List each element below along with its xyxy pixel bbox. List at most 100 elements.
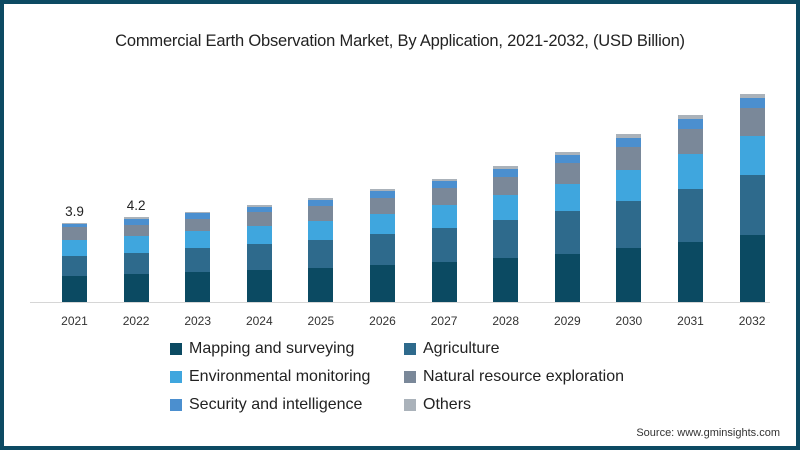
legend-label: Natural resource exploration [423,368,624,385]
bar-segment-natural-resource-exploration [739,108,765,137]
data-label-2021: 3.9 [65,204,84,220]
bar-segment-others [123,217,149,220]
x-tick-label: 2028 [492,314,520,328]
bar-segment-others [616,134,642,139]
bar-segment-agriculture [185,248,211,272]
bar-segment-security-and-intelligence [246,207,272,213]
bar-2022 [123,217,149,302]
legend-swatch-icon [170,399,182,411]
legend-label: Environmental monitoring [189,368,371,385]
bar-segment-mapping-and-surveying [554,253,580,302]
legend-swatch-icon [170,343,182,355]
bar-2031 [678,115,703,302]
bar-segment-mapping-and-surveying [370,264,395,302]
source-note: Source: www.gminsights.com [636,427,780,439]
bar-segment-environmental-monitoring [308,221,334,241]
bar-segment-agriculture [123,252,149,274]
bar-segment-natural-resource-exploration [370,197,395,215]
bar-segment-agriculture [62,255,87,276]
bar-segment-agriculture [308,240,334,268]
bar-segment-others [678,115,703,120]
bar-segment-environmental-monitoring [62,240,87,256]
legend-item: Natural resource exploration [404,366,664,388]
chart-title: Commercial Earth Observation Market, By … [115,32,685,50]
x-tick-label: 2032 [738,314,766,328]
bar-2025 [308,198,334,302]
x-tick-label: 2029 [553,314,581,328]
bar-segment-natural-resource-exploration [185,219,211,232]
bar-segment-environmental-monitoring [554,183,580,212]
bar-segment-environmental-monitoring [739,136,765,175]
bar-segment-others [308,198,334,201]
bar-segment-agriculture [493,220,519,258]
legend-item: Mapping and surveying [170,338,404,360]
bar-2032 [739,93,765,302]
x-tick-label: 2021 [61,314,88,328]
bar-segment-others [739,93,765,98]
bar-segment-agriculture [678,188,703,243]
bar-segment-natural-resource-exploration [431,187,457,206]
legend-swatch-icon [404,371,416,383]
legend-swatch-icon [404,343,416,355]
bar-segment-agriculture [616,201,642,249]
bar-segment-environmental-monitoring [616,169,642,201]
bar-2021 [62,223,87,302]
bar-segment-mapping-and-surveying [123,273,149,302]
bar-2027 [431,178,457,302]
legend-item: Environmental monitoring [170,366,404,388]
bar-segment-security-and-intelligence [493,168,519,177]
bar-2030 [616,134,642,302]
bar-segment-environmental-monitoring [431,205,457,229]
x-tick-label: 2030 [615,314,643,328]
bar-segment-natural-resource-exploration [62,227,87,241]
x-axis-baseline [30,302,770,303]
bar-segment-security-and-intelligence [739,98,765,109]
bar-2029 [554,151,580,302]
bar-segment-mapping-and-surveying [739,235,765,302]
bar-segment-environmental-monitoring [185,231,211,249]
bar-segment-mapping-and-surveying [431,261,457,302]
x-tick-label: 2024 [245,314,273,328]
legend-label: Others [423,396,472,413]
bar-segment-mapping-and-surveying [246,269,272,302]
bar-segment-mapping-and-surveying [62,275,87,302]
bar-segment-natural-resource-exploration [678,129,703,154]
x-tick-label: 2025 [307,314,335,328]
bar-segment-agriculture [739,174,765,236]
bar-segment-others [185,212,211,214]
bar-segment-security-and-intelligence [185,213,211,220]
x-tick-label: 2027 [430,314,458,328]
data-label-2022: 4.2 [126,198,146,214]
bar-segment-natural-resource-exploration [493,176,519,195]
bar-segment-natural-resource-exploration [123,225,149,237]
bar-segment-others [431,178,457,181]
legend: Mapping and surveying Agriculture Environm… [170,338,670,416]
bar-2024 [246,205,272,302]
bar-segment-environmental-monitoring [246,226,272,245]
bar-segment-security-and-intelligence [62,224,87,228]
bar-segment-natural-resource-exploration [308,206,334,222]
legend-item: Agriculture [404,338,664,360]
bar-segment-security-and-intelligence [616,138,642,148]
bar-segment-environmental-monitoring [493,194,519,221]
bar-2023 [185,212,211,302]
bar-segment-mapping-and-surveying [185,271,211,302]
x-tick-label: 2031 [677,314,704,328]
bar-segment-natural-resource-exploration [616,147,642,170]
bar-segment-security-and-intelligence [123,219,149,226]
bar-segment-others [370,188,395,191]
x-tick-label: 2026 [369,314,396,328]
bar-segment-others [246,205,272,208]
bar-segment-security-and-intelligence [370,190,395,198]
bar-segment-natural-resource-exploration [554,162,580,184]
bar-segment-others [554,151,580,155]
bar-segment-security-and-intelligence [308,200,334,207]
bar-segment-natural-resource-exploration [246,212,272,227]
bar-segment-mapping-and-surveying [308,267,334,302]
bar-segment-agriculture [554,211,580,254]
bar-segment-agriculture [370,234,395,265]
bar-segment-mapping-and-surveying [493,257,519,302]
legend-label: Agriculture [423,340,500,357]
legend-swatch-icon [404,399,416,411]
